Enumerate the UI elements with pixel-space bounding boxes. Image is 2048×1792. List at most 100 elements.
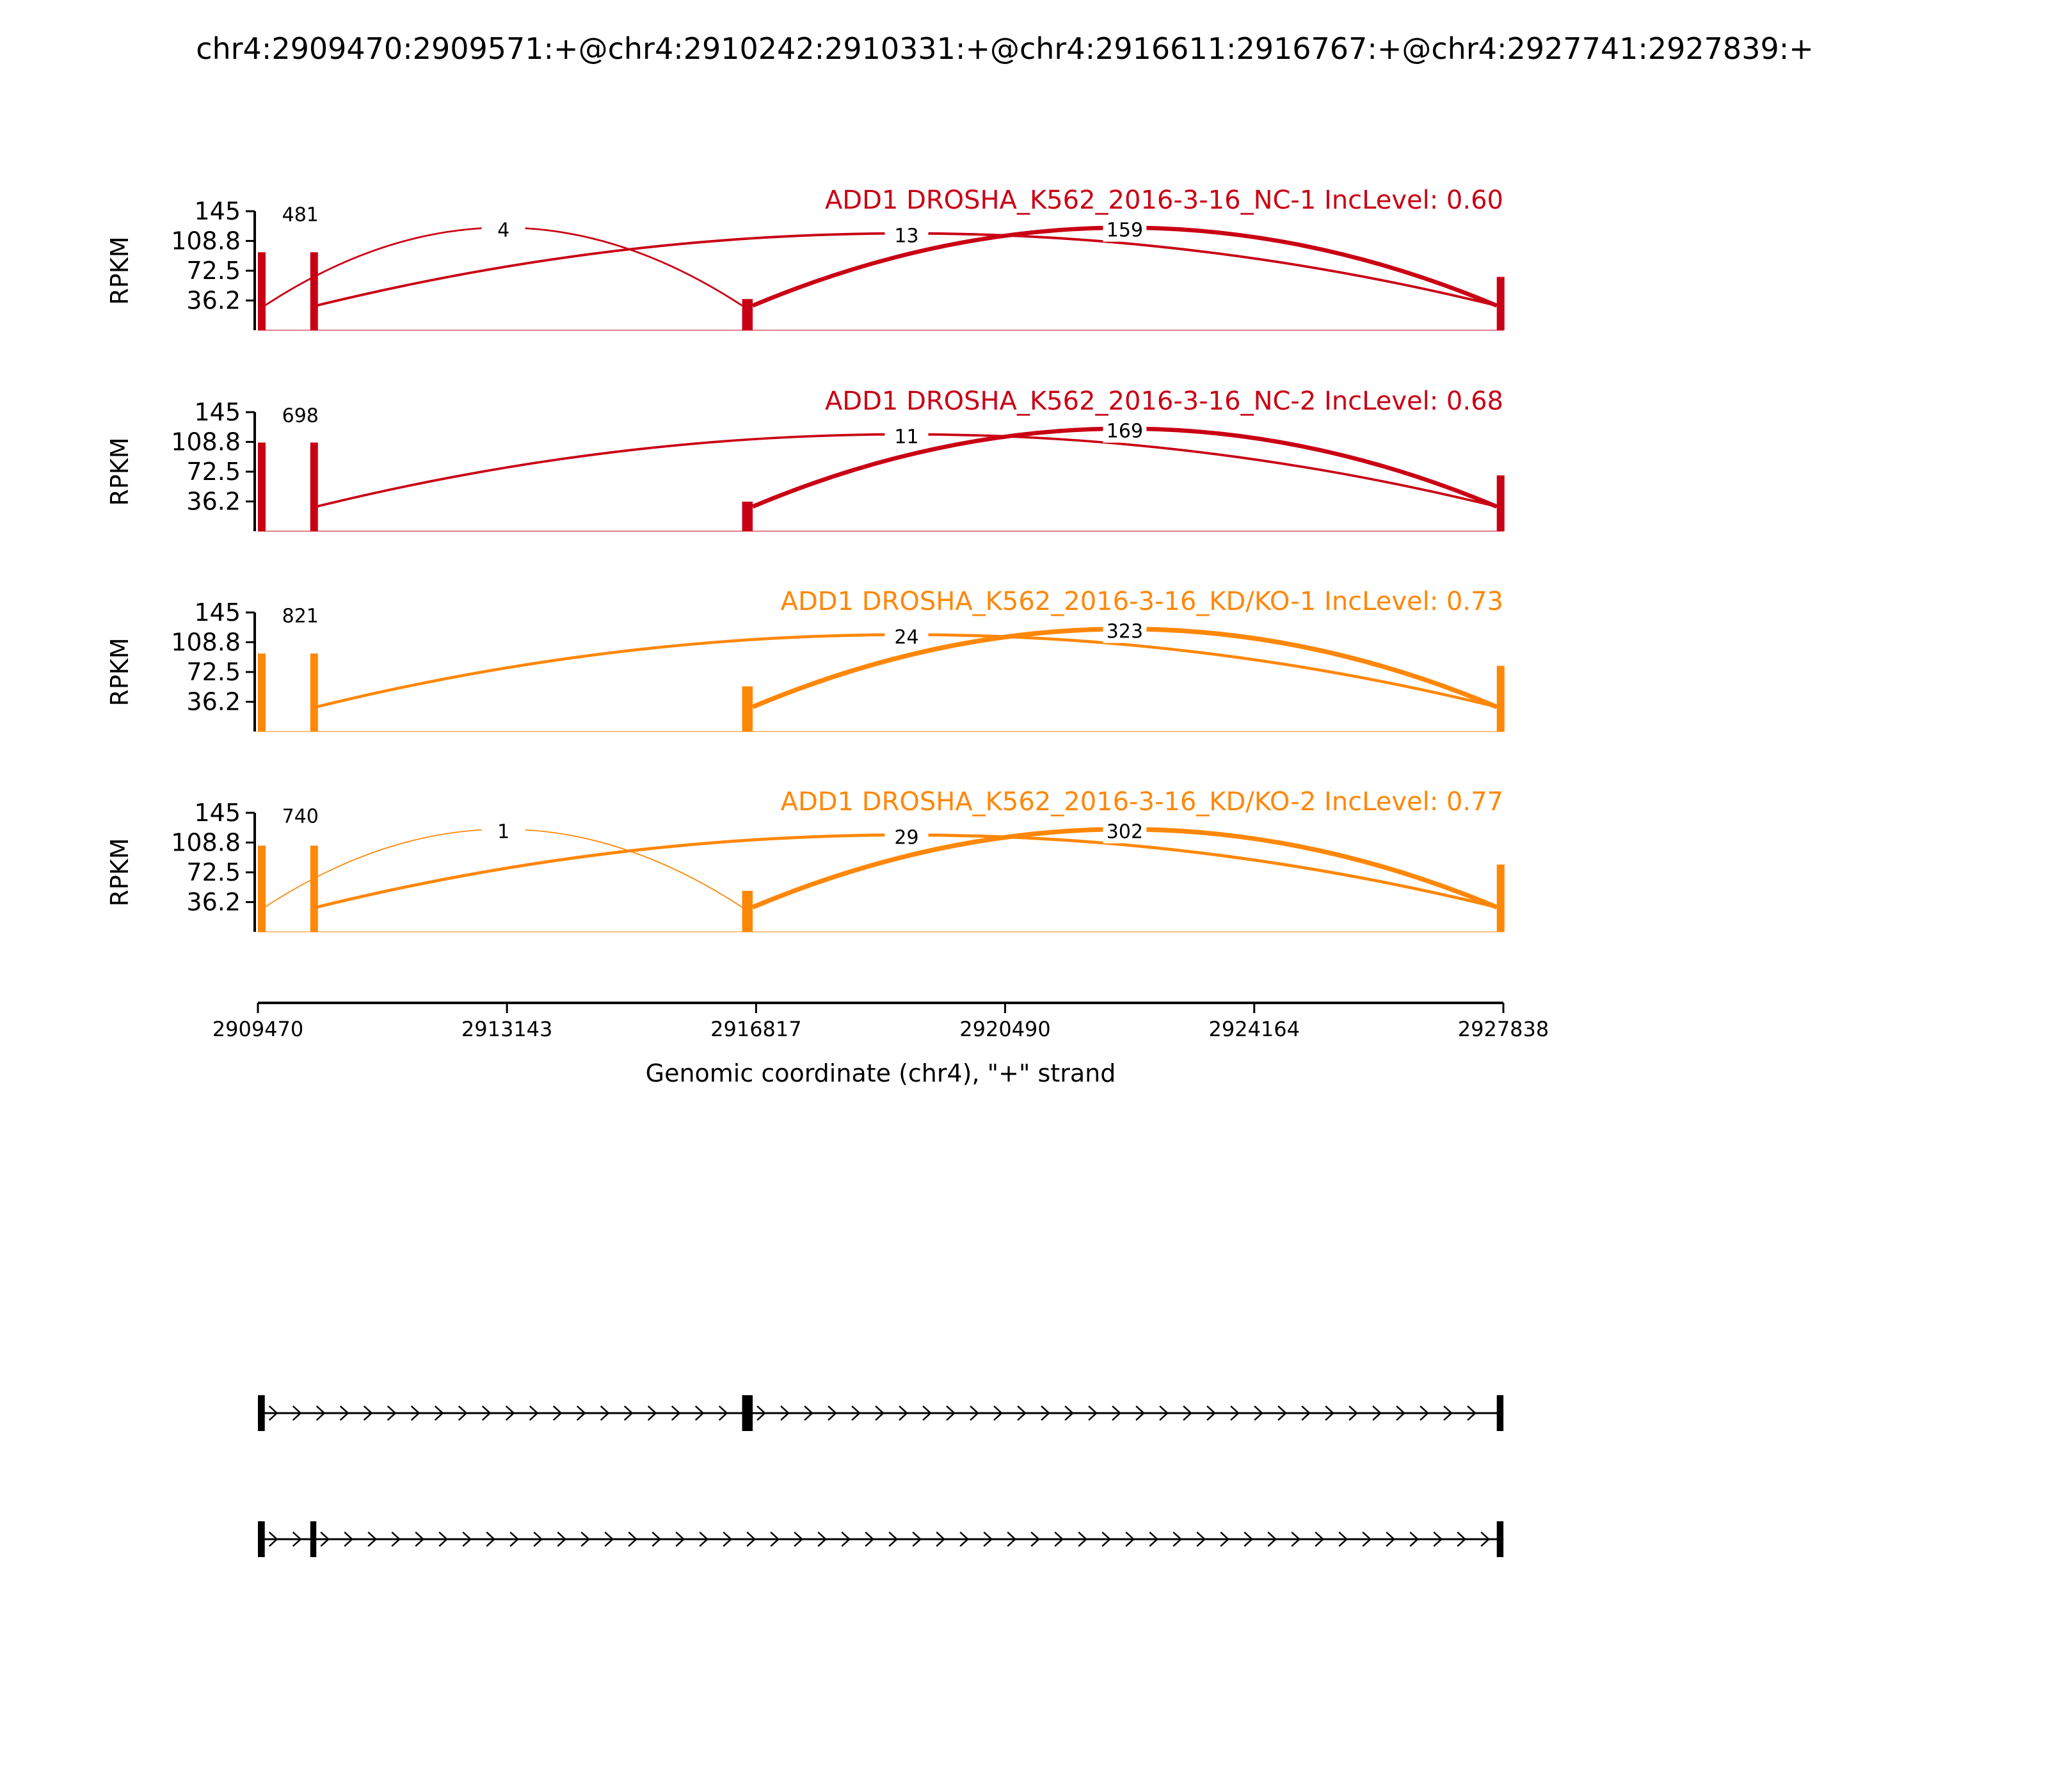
- strand-arrow: [344, 1532, 354, 1547]
- strand-arrow: [699, 1532, 709, 1547]
- strand-arrow: [486, 1532, 496, 1547]
- strand-arrow: [647, 1405, 657, 1421]
- strand-arrow: [888, 1532, 899, 1547]
- strand-arrow: [387, 1405, 397, 1421]
- strand-arrow: [438, 1532, 449, 1547]
- strand-arrow: [1112, 1405, 1121, 1421]
- exon-coverage: [1496, 666, 1505, 732]
- junction-label-box: [278, 804, 323, 828]
- strand-arrow: [1007, 1532, 1017, 1547]
- sample-panel: ADD1 DROSHA_K562_2016-3-16_NC-2 IncLevel…: [106, 387, 1505, 532]
- strand-arrow: [1088, 1405, 1098, 1421]
- exon-coverage: [310, 845, 318, 932]
- y-tick-label: 108.8: [171, 828, 241, 856]
- strand-arrow: [804, 1405, 813, 1421]
- x-tick-label: 2913143: [461, 1017, 553, 1041]
- strand-arrow: [1206, 1405, 1216, 1421]
- strand-arrow: [718, 1405, 728, 1421]
- exon-coverage: [258, 845, 266, 932]
- strand-arrow: [391, 1532, 401, 1547]
- strand-arrow: [675, 1532, 685, 1547]
- exon-coverage: [742, 501, 753, 531]
- sample-panel: ADD1 DROSHA_K562_2016-3-16_NC-1 IncLevel…: [106, 186, 1505, 331]
- strand-arrow: [339, 1405, 349, 1421]
- strand-arrow: [694, 1405, 705, 1421]
- exon-block: [1496, 1395, 1504, 1431]
- strand-arrow: [1467, 1405, 1476, 1421]
- exon-coverage: [310, 653, 318, 732]
- exon-coverage: [258, 252, 266, 330]
- strand-arrow: [794, 1532, 804, 1547]
- strand-arrow: [1277, 1405, 1287, 1421]
- junction-label-box: [884, 224, 929, 248]
- strand-arrow: [434, 1405, 444, 1421]
- y-tick-label: 36.2: [186, 488, 241, 516]
- strand-arrow: [851, 1405, 861, 1421]
- strand-arrow: [1325, 1405, 1334, 1421]
- exon-coverage: [1496, 864, 1505, 932]
- strand-arrow: [1372, 1405, 1382, 1421]
- strand-arrow: [1254, 1405, 1263, 1421]
- strand-arrow: [1396, 1405, 1405, 1421]
- y-tick-label: 145: [194, 598, 241, 627]
- strand-arrow: [628, 1532, 638, 1547]
- y-tick-label: 145: [194, 197, 241, 225]
- y-tick-label: 72.5: [186, 458, 241, 486]
- y-axis-label: RPKM: [106, 236, 134, 305]
- junction-count: 740: [282, 805, 319, 828]
- junction-label-box: [884, 826, 929, 849]
- exon-coverage: [742, 890, 753, 932]
- strand-arrow: [292, 1405, 302, 1421]
- strand-arrow: [1230, 1405, 1240, 1421]
- strand-arrow: [1041, 1405, 1050, 1421]
- exon-block: [1496, 1521, 1504, 1557]
- strand-arrow: [415, 1532, 425, 1547]
- strand-arrow: [320, 1532, 330, 1547]
- x-axis: 2909470 2913143 2916817 2920490 2924164 29278…: [212, 1002, 1549, 1041]
- junction-count: 169: [1107, 420, 1143, 443]
- strand-arrow: [505, 1405, 515, 1421]
- strand-arrow: [756, 1405, 766, 1421]
- strand-arrow: [410, 1405, 420, 1421]
- strand-arrow: [817, 1532, 828, 1547]
- exon-coverage: [1496, 276, 1505, 330]
- strand-arrow: [1267, 1532, 1277, 1547]
- junction-count: 4: [497, 220, 509, 242]
- strand-arrow: [841, 1532, 851, 1547]
- exon-coverage: [258, 653, 266, 732]
- strand-arrow: [509, 1532, 520, 1547]
- strand-arrow: [1301, 1405, 1311, 1421]
- y-axis-label: RPKM: [106, 437, 134, 506]
- junction-count: 821: [282, 605, 319, 627]
- strand-arrow: [1064, 1405, 1074, 1421]
- strand-arrow: [1054, 1532, 1064, 1547]
- x-axis-label: Genomic coordinate (chr4), "+" strand: [646, 1059, 1116, 1087]
- strand-arrow: [1196, 1532, 1206, 1547]
- strand-arrow: [580, 1532, 591, 1547]
- exon-block: [310, 1521, 317, 1557]
- strand-arrow: [959, 1532, 970, 1547]
- strand-arrow: [363, 1405, 373, 1421]
- y-tick-label: 72.5: [186, 257, 241, 285]
- panel-title: ADD1 DROSHA_K562_2016-3-16_KD/KO-2 IncLe…: [781, 787, 1503, 817]
- panel-title: ADD1 DROSHA_K562_2016-3-16_NC-1 IncLevel…: [825, 186, 1503, 215]
- y-tick-label: 36.2: [186, 888, 241, 916]
- strand-arrow: [993, 1405, 1003, 1421]
- x-tick-label: 2916817: [710, 1017, 802, 1041]
- exon-block: [742, 1395, 753, 1431]
- junction-label-box: [1103, 419, 1147, 443]
- strand-arrow: [1149, 1532, 1159, 1547]
- strand-arrow: [600, 1405, 610, 1421]
- y-axis-label: RPKM: [106, 838, 134, 906]
- strand-arrow: [746, 1532, 756, 1547]
- strand-arrow: [1017, 1405, 1027, 1421]
- strand-arrow: [1291, 1532, 1301, 1547]
- strand-arrow: [268, 1405, 278, 1421]
- panel-title: ADD1 DROSHA_K562_2016-3-16_KD/KO-1 IncLe…: [781, 587, 1503, 616]
- strand-arrow: [1030, 1532, 1041, 1547]
- y-tick-label: 108.8: [171, 428, 241, 456]
- strand-arrow: [671, 1405, 681, 1421]
- panels: ADD1 DROSHA_K562_2016-3-16_NC-1 IncLevel…: [106, 186, 1505, 932]
- strand-arrow: [604, 1532, 614, 1547]
